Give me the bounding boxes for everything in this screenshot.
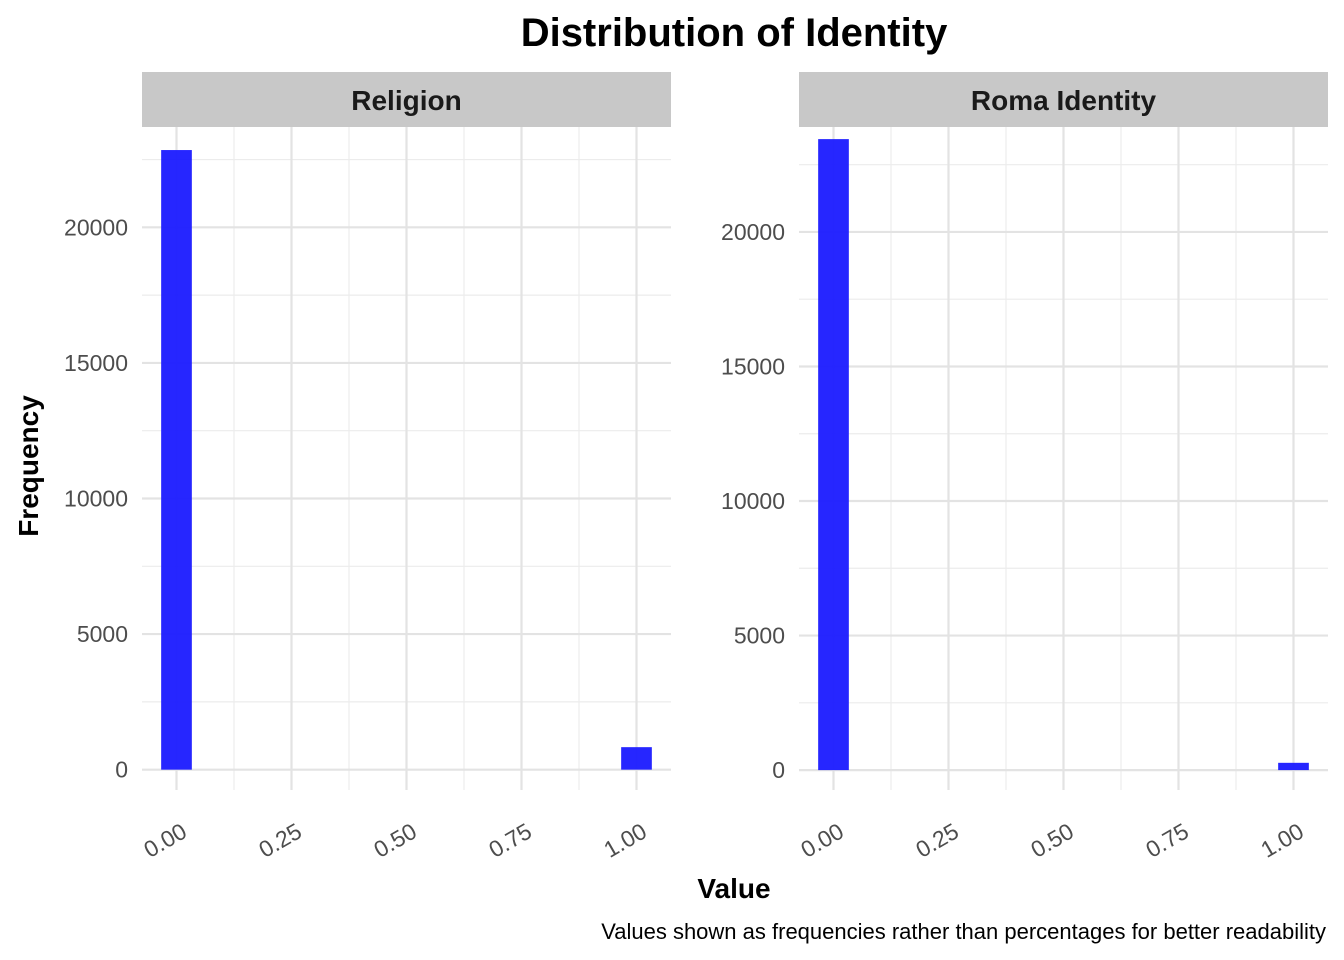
panel-religion: Religion 0 5000 10000 15000 20000 0.00 0.25 0.50… [64,72,671,863]
y-tick-label: 20000 [721,219,785,245]
y-tick-label: 15000 [721,353,785,379]
histogram-bar [621,747,652,770]
y-tick-label: 5000 [734,623,785,649]
chart-title: Distribution of Identity [521,11,948,55]
histogram-bar [1278,762,1309,771]
y-axis-title: Frequency [13,395,44,537]
y-tick-label: 0 [772,757,785,783]
x-tick-label: 0.25 [254,818,306,863]
histogram-bar [161,150,192,770]
x-tick-label: 1.00 [1256,818,1308,863]
y-tick-label: 20000 [64,214,128,240]
chart-caption: Values shown as frequencies rather than … [601,919,1326,944]
x-tick-label: 1.00 [599,818,651,863]
y-tick-label: 0 [115,757,128,783]
x-tick-label: 0.75 [1141,818,1193,863]
facet-strip [799,72,1328,127]
x-tick-label: 0.75 [484,818,536,863]
x-tick-label: 0.25 [911,818,963,863]
y-tick-label: 10000 [64,485,128,511]
facet-label: Religion [351,85,461,116]
x-tick-label: 0.00 [796,818,848,863]
y-tick-label: 15000 [64,350,128,376]
y-tick-label: 5000 [77,621,128,647]
facet-label: Roma Identity [971,85,1157,116]
x-axis-title: Value [697,873,770,904]
x-tick-label: 0.50 [369,818,421,863]
facet-strip [142,72,671,127]
histogram-bar [818,139,849,771]
x-tick-label: 0.50 [1026,818,1078,863]
x-tick-label: 0.00 [139,818,191,863]
y-tick-label: 10000 [721,488,785,514]
panel-roma-identity: Roma Identity 0 5000 10000 15000 20000 0.00 0.2… [721,72,1328,863]
